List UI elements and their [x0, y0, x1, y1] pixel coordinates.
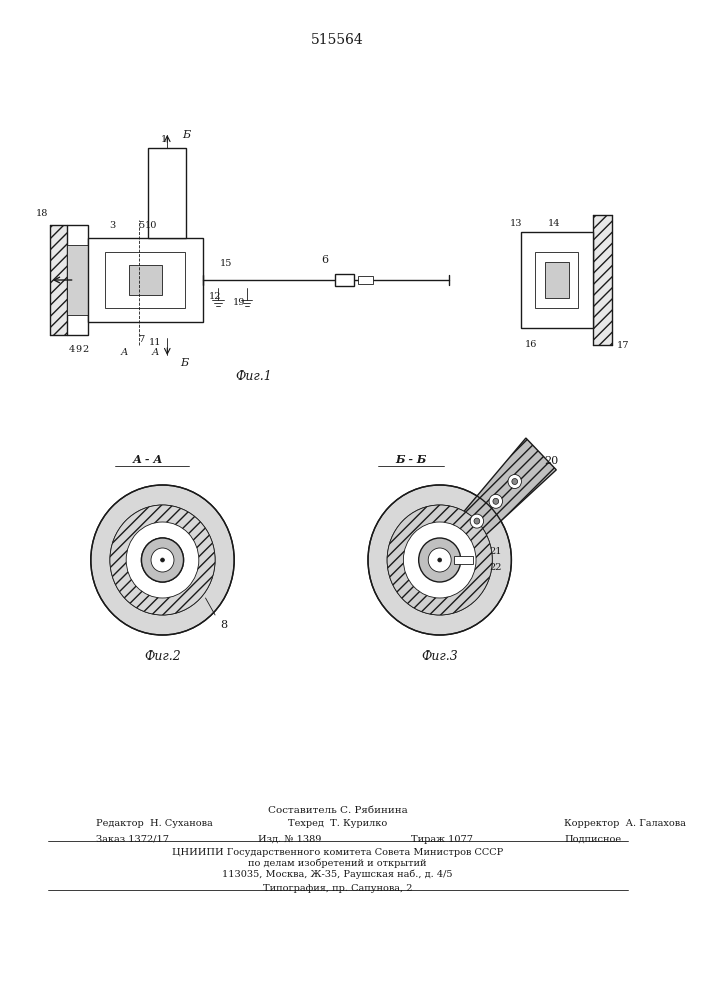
Text: ЦНИИПИ Государственного комитета Совета Министров СССР: ЦНИИПИ Государственного комитета Совета … — [172, 848, 503, 857]
Text: А: А — [121, 348, 128, 357]
Bar — [148, 148, 187, 238]
Bar — [521, 232, 535, 328]
Polygon shape — [450, 438, 556, 549]
Circle shape — [110, 505, 215, 615]
Circle shape — [141, 538, 184, 582]
Text: 21: 21 — [489, 548, 502, 556]
Circle shape — [90, 485, 234, 635]
Text: 10: 10 — [145, 221, 157, 230]
Bar — [521, 232, 592, 328]
Text: 22: 22 — [489, 564, 502, 572]
Circle shape — [493, 498, 498, 504]
Bar — [67, 245, 88, 315]
Circle shape — [387, 505, 492, 615]
Bar — [88, 238, 105, 322]
Text: 4: 4 — [69, 345, 75, 354]
Text: 1: 1 — [161, 135, 168, 144]
Text: 3: 3 — [110, 221, 116, 230]
Bar — [67, 225, 88, 335]
Bar — [185, 238, 203, 322]
Circle shape — [470, 514, 484, 528]
Text: 18: 18 — [36, 209, 48, 218]
Text: 20: 20 — [544, 456, 558, 466]
Circle shape — [489, 494, 503, 508]
Text: Фиг.3: Фиг.3 — [421, 650, 458, 663]
Circle shape — [512, 479, 518, 485]
Bar — [105, 252, 185, 308]
Circle shape — [110, 505, 215, 615]
Text: 9: 9 — [76, 345, 81, 354]
Text: А - А: А - А — [133, 454, 163, 465]
Bar — [129, 265, 163, 295]
Circle shape — [141, 538, 184, 582]
Text: Изд. № 1389: Изд. № 1389 — [258, 835, 322, 844]
Bar — [454, 556, 473, 564]
Text: 12: 12 — [209, 292, 221, 301]
Circle shape — [404, 522, 476, 598]
Bar — [545, 262, 568, 298]
Circle shape — [160, 558, 165, 562]
Text: Техред  Т. Курилко: Техред Т. Курилко — [288, 819, 387, 828]
Text: 17: 17 — [617, 340, 629, 350]
Text: Б: Б — [182, 130, 190, 140]
Circle shape — [428, 548, 451, 572]
Bar — [148, 148, 158, 238]
Text: Типография, пр. Сапунова, 2: Типография, пр. Сапунова, 2 — [263, 884, 412, 893]
Text: Тираж 1077: Тираж 1077 — [411, 835, 473, 844]
Text: 7: 7 — [139, 335, 145, 344]
Circle shape — [474, 518, 480, 524]
Text: А: А — [151, 348, 158, 357]
Text: 19: 19 — [233, 298, 245, 307]
Circle shape — [438, 558, 442, 562]
Text: 15: 15 — [219, 259, 232, 268]
Text: Заказ 1372/17: Заказ 1372/17 — [95, 835, 168, 844]
Text: 16: 16 — [525, 340, 537, 349]
Circle shape — [387, 505, 492, 615]
Bar — [578, 232, 592, 328]
Text: 13: 13 — [510, 219, 522, 228]
Circle shape — [126, 522, 199, 598]
Bar — [592, 215, 612, 345]
Text: Фиг.1: Фиг.1 — [235, 370, 271, 383]
Bar — [49, 225, 67, 335]
Bar — [334, 274, 354, 286]
Circle shape — [368, 485, 511, 635]
Text: 8: 8 — [220, 620, 227, 630]
Circle shape — [419, 538, 461, 582]
Text: Б: Б — [180, 358, 189, 368]
Text: Корректор  А. Галахова: Корректор А. Галахова — [564, 819, 686, 828]
Bar — [358, 276, 373, 284]
Text: 11: 11 — [148, 338, 161, 347]
Bar — [88, 238, 203, 322]
Text: 6: 6 — [322, 255, 329, 265]
Text: 113035, Москва, Ж-35, Раушская наб., д. 4/5: 113035, Москва, Ж-35, Раушская наб., д. … — [222, 869, 452, 879]
Circle shape — [508, 475, 522, 489]
Text: 515564: 515564 — [311, 33, 364, 47]
Text: 14: 14 — [548, 219, 561, 228]
Text: по делам изобретений и открытий: по делам изобретений и открытий — [248, 858, 426, 868]
Text: Подписное: Подписное — [564, 835, 621, 844]
Text: Б - Б: Б - Б — [395, 454, 427, 465]
Bar — [535, 252, 578, 308]
Bar — [177, 148, 187, 238]
Text: 2: 2 — [82, 345, 88, 354]
Text: Фиг.2: Фиг.2 — [144, 650, 181, 663]
Text: Составитель С. Рябинина: Составитель С. Рябинина — [267, 806, 407, 815]
Circle shape — [151, 548, 174, 572]
Text: 5: 5 — [139, 221, 144, 230]
Text: Редактор  Н. Суханова: Редактор Н. Суханова — [95, 819, 212, 828]
